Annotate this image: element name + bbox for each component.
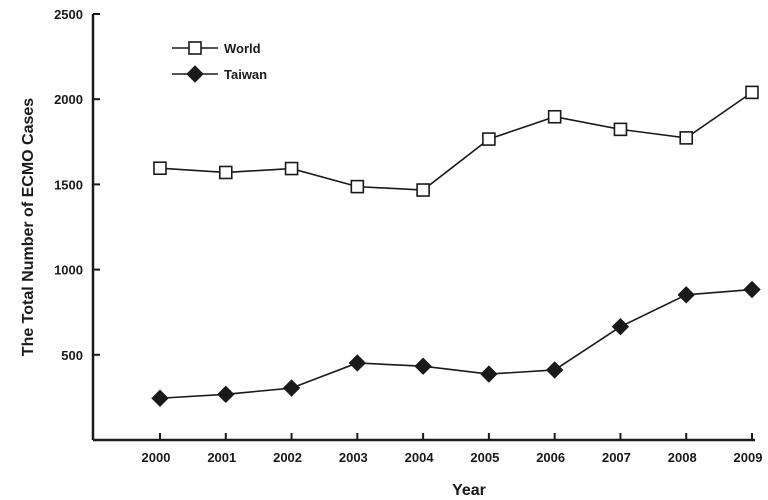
x-tick-label-2007: 2007 (602, 450, 631, 465)
data-point-world-2003 (350, 179, 365, 194)
data-point-taiwan-2007 (611, 317, 630, 336)
legend-label-world: World (224, 41, 261, 56)
data-point-taiwan-2009 (743, 280, 761, 299)
legend-marker-taiwan (186, 65, 204, 83)
x-tick-label-2006: 2006 (536, 450, 565, 465)
legend-item-taiwan: Taiwan (172, 65, 267, 83)
x-tick-label-2001: 2001 (207, 450, 236, 465)
x-tick-label-2004: 2004 (405, 450, 435, 465)
series-world (153, 85, 759, 197)
y-tick-label-2000: 2000 (54, 92, 83, 107)
data-point-taiwan-2000 (151, 389, 169, 407)
data-point-world-2001 (218, 165, 233, 180)
data-point-taiwan-2005 (480, 365, 498, 383)
legend-item-world: World (172, 41, 261, 56)
data-point-taiwan-2004 (414, 357, 432, 375)
data-point-world-2002 (284, 161, 299, 176)
x-tick-label-2003: 2003 (339, 450, 368, 465)
y-tick-label-1500: 1500 (54, 177, 83, 192)
data-point-world-2004 (416, 183, 430, 197)
x-tick-label-2002: 2002 (273, 450, 302, 465)
series-line-world (159, 91, 753, 191)
data-point-world-2006 (547, 109, 562, 124)
x-tick-label-2008: 2008 (668, 450, 697, 465)
x-tick-label-2000: 2000 (142, 450, 171, 465)
x-tick-label-2005: 2005 (470, 450, 499, 465)
data-point-world-2009 (745, 85, 759, 100)
data-point-world-2005 (482, 132, 496, 146)
legend: World Taiwan (172, 41, 267, 83)
x-tick-label-2009: 2009 (734, 450, 763, 465)
data-point-taiwan-2003 (348, 354, 367, 372)
ticks: 500 1000 1500 2000 2500 2000 2001 2002 2003 2004 2… (54, 7, 762, 465)
data-point-world-2007 (613, 122, 628, 137)
legend-label-taiwan: Taiwan (224, 67, 267, 82)
y-tick-label-1000: 1000 (54, 263, 83, 278)
legend-marker-world (188, 41, 202, 55)
data-point-taiwan-2008 (677, 286, 695, 304)
data-point-taiwan-2001 (217, 385, 235, 404)
data-point-taiwan-2002 (282, 379, 301, 397)
series (151, 85, 761, 407)
x-axis-title: Year (452, 482, 486, 499)
series-line-taiwan (159, 288, 753, 400)
y-tick-label-500: 500 (61, 348, 83, 363)
data-point-taiwan-2006 (545, 361, 564, 379)
y-axis-title: The Total Number of ECMO Cases (20, 98, 37, 357)
series-taiwan (151, 280, 761, 407)
data-point-world-2008 (679, 131, 694, 145)
y-tick-label-2500: 2500 (54, 7, 83, 22)
data-point-world-2000 (153, 161, 167, 176)
